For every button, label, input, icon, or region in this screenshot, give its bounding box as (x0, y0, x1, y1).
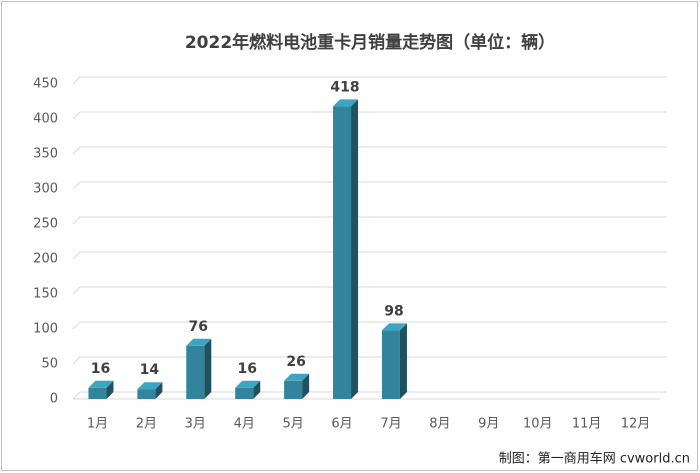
y-tick-label: 200 (33, 252, 58, 267)
bar (284, 373, 310, 399)
bar-side (399, 323, 407, 399)
x-tick-label: 5月 (282, 417, 303, 432)
y-tick-label: 450 (33, 77, 58, 92)
data-label: 16 (91, 361, 110, 377)
bar-side (155, 382, 163, 399)
y-tick-label: 350 (33, 147, 58, 162)
data-label: 418 (330, 79, 359, 95)
y-tick-label: 0 (50, 392, 58, 407)
y-tick-label: 300 (33, 182, 58, 197)
grid-line (72, 286, 667, 295)
chart-title: 2022年燃料电池重卡月销量走势图（单位：辆） (185, 32, 555, 53)
data-label: 14 (140, 362, 160, 378)
bar (381, 323, 407, 399)
bar-side (204, 338, 212, 399)
bar (186, 338, 212, 399)
x-tick-label: 3月 (185, 417, 206, 432)
y-tick-label: 50 (41, 357, 58, 372)
bar-side (302, 373, 310, 399)
y-tick-label: 250 (33, 217, 58, 232)
x-tick-label: 10月 (523, 417, 553, 432)
x-tick-label: 2月 (136, 417, 157, 432)
bar-top (235, 380, 261, 388)
bar-side (351, 99, 359, 400)
x-tick-label: 11月 (572, 417, 602, 432)
grid-line (72, 76, 667, 85)
bar-front (186, 345, 205, 399)
grid-line (72, 146, 667, 155)
bar-front (137, 389, 156, 399)
grid-line (72, 251, 667, 260)
grid-line (72, 356, 667, 365)
bar-front (235, 387, 254, 399)
grid-line (72, 111, 667, 120)
y-tick-label: 150 (33, 287, 58, 302)
x-tick-label: 7月 (380, 417, 401, 432)
bar-side (253, 380, 261, 399)
bar-front (381, 330, 400, 399)
bar-front (333, 106, 352, 400)
grid-line (72, 321, 667, 330)
bar-top (333, 99, 359, 107)
bar (333, 99, 359, 400)
grid-line (72, 391, 667, 400)
x-tick-label: 1月 (87, 417, 108, 432)
source-note: 制图：第一商用车网 cvworld.cn (499, 451, 690, 467)
bar-top (88, 380, 114, 388)
bar-top (284, 373, 310, 381)
x-tick-label: 9月 (478, 417, 499, 432)
bar-front (284, 380, 303, 399)
bar (88, 380, 114, 399)
grid-line (72, 216, 667, 225)
bar-top (186, 338, 212, 346)
bar-front (88, 387, 107, 399)
y-tick-label: 400 (33, 112, 58, 127)
x-tick-label: 8月 (429, 417, 450, 432)
x-tick-label: 6月 (331, 417, 352, 432)
y-tick-label: 100 (33, 322, 58, 337)
bar-side (106, 380, 114, 399)
data-label: 98 (384, 303, 403, 319)
bar (235, 380, 261, 399)
bar (137, 382, 163, 399)
x-tick-label: 4月 (234, 417, 255, 432)
bar-top (137, 382, 163, 390)
data-label: 26 (286, 354, 305, 370)
data-label: 76 (189, 319, 208, 335)
x-tick-label: 12月 (621, 417, 651, 432)
bar-top (381, 323, 407, 331)
grid-line (72, 181, 667, 190)
data-label: 16 (237, 361, 256, 377)
